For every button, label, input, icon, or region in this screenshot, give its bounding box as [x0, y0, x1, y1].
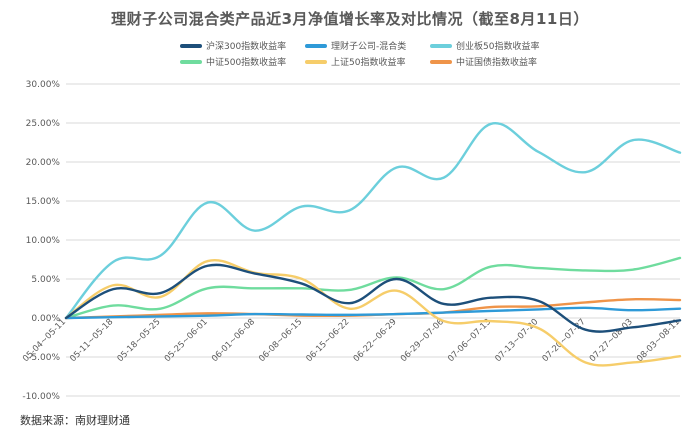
legend-label: 中证国债指数收益率: [456, 58, 538, 68]
legend-item: 理财子公司-混合类: [305, 39, 406, 52]
legend-label: 创业板50指数收益率: [456, 42, 540, 52]
y-tick-label: 30.00%: [26, 80, 61, 90]
y-tick-label: 0.00%: [31, 314, 60, 324]
series-line: [64, 263, 682, 333]
legend-swatch: [180, 43, 202, 48]
legend-swatch: [305, 43, 327, 48]
y-tick-label: -5.00%: [28, 353, 60, 363]
series-line: [64, 256, 682, 320]
legend-label: 上证50指数收益率: [331, 58, 406, 68]
y-tick-label: 10.00%: [26, 236, 61, 246]
legend-item: 创业板50指数收益率: [430, 39, 539, 52]
legend-item: 沪深300指数收益率: [180, 39, 286, 52]
legend-item: 中证国债指数收益率: [430, 55, 537, 68]
y-tick-label: 5.00%: [31, 275, 60, 285]
series-line: [64, 258, 682, 367]
legend-label: 沪深300指数收益率: [206, 42, 287, 52]
y-tick-label: 20.00%: [26, 158, 61, 168]
y-tick-label: -10.00%: [22, 392, 60, 402]
legend-swatch: [430, 43, 452, 48]
series-line: [64, 122, 682, 320]
y-tick-label: 25.00%: [26, 119, 61, 129]
legend-item: 中证500指数收益率: [180, 55, 286, 68]
legend-label: 理财子公司-混合类: [331, 42, 407, 52]
legend-swatch: [305, 59, 327, 64]
y-tick-label: 15.00%: [26, 197, 61, 207]
data-source-note: 数据来源：南财理财通: [20, 414, 130, 427]
chart-title: 理财子公司混合类产品近3月净值增长率及对比情况（截至8月11日）: [111, 10, 589, 28]
legend-label: 中证500指数收益率: [206, 58, 287, 68]
series-line: [64, 306, 682, 320]
legend-item: 上证50指数收益率: [305, 55, 405, 68]
legend-swatch: [180, 59, 202, 64]
legend-swatch: [430, 59, 452, 64]
